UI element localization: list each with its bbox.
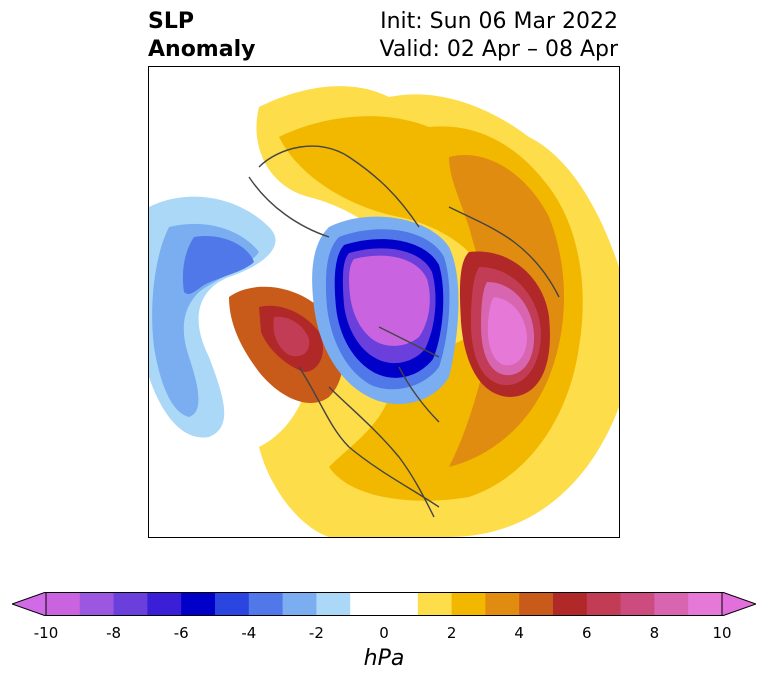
colorbar-tick-label: -4 bbox=[241, 624, 257, 642]
valid-range: Valid: 02 Apr – 08 Apr bbox=[379, 37, 619, 62]
colorbar-segment bbox=[519, 592, 554, 616]
anomaly-map bbox=[148, 66, 620, 538]
date-info: Init: Sun 06 Mar 2022 Valid: 02 Apr – 08… bbox=[380, 8, 619, 64]
colorbar-segment bbox=[248, 592, 284, 616]
colorbar-segment bbox=[654, 592, 689, 616]
colorbar-segment bbox=[79, 592, 115, 616]
colorbar-segment bbox=[282, 592, 317, 616]
colorbar-segment bbox=[485, 592, 520, 616]
colorbar-segment bbox=[46, 592, 81, 616]
colorbar-unit: hPa bbox=[363, 646, 405, 671]
colorbar-tick-label: -8 bbox=[106, 624, 122, 642]
colorbar-tick-label: -2 bbox=[308, 624, 324, 642]
colorbar-tick-label: -6 bbox=[173, 624, 189, 642]
colorbar-segment bbox=[586, 592, 622, 616]
pacific-high-core bbox=[273, 316, 310, 357]
map-title: SLP Anomaly bbox=[148, 8, 255, 64]
colorbar-tick-label: 2 bbox=[446, 624, 457, 642]
title-line-2: Anomaly bbox=[148, 37, 256, 62]
colorbar-tick-label: 6 bbox=[582, 624, 592, 642]
colorbar-tick-label: 4 bbox=[514, 624, 524, 642]
colorbar-segment bbox=[316, 592, 351, 616]
pacific-low-inner bbox=[182, 236, 254, 295]
colorbar-segment bbox=[688, 592, 723, 616]
colorbar-segment bbox=[620, 592, 655, 616]
europe-high-core bbox=[487, 297, 527, 366]
coastlines bbox=[248, 145, 560, 518]
colorbar-segment bbox=[215, 592, 250, 616]
colorbar-segment bbox=[181, 592, 216, 616]
colorbar-low-extend bbox=[12, 592, 47, 616]
colorbar-tick-label: 0 bbox=[379, 624, 389, 642]
colorbar-outline bbox=[45, 592, 723, 616]
init-date: Init: Sun 06 Mar 2022 bbox=[380, 9, 618, 34]
colorbar-segment bbox=[350, 592, 385, 616]
colorbar-tick-label: 8 bbox=[649, 624, 660, 642]
colorbar-tick-label: 10 bbox=[712, 624, 732, 642]
colorbar-segment bbox=[113, 592, 148, 616]
colorbar-segment bbox=[553, 592, 588, 616]
colorbar-segment bbox=[451, 592, 486, 616]
colorbar-segment bbox=[147, 592, 182, 616]
colorbar-segment bbox=[384, 592, 419, 616]
title-line-1: SLP bbox=[148, 9, 194, 34]
map-canvas bbox=[149, 67, 619, 537]
colorbar bbox=[12, 592, 756, 616]
colorbar-high-extend bbox=[721, 592, 756, 616]
arctic-low-core bbox=[349, 255, 430, 346]
colorbar-tick-label: -10 bbox=[33, 624, 59, 642]
colorbar-segment bbox=[417, 592, 453, 616]
